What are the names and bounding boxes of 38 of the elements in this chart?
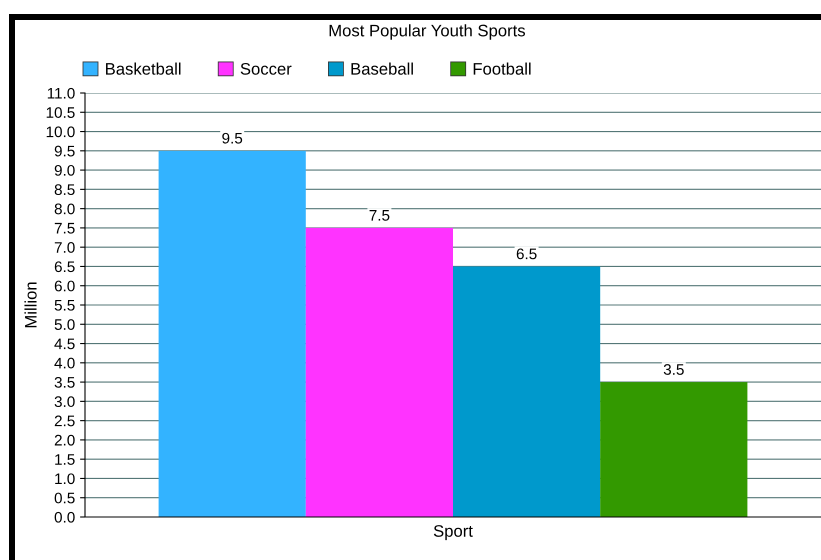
data-label: 6.5: [516, 248, 537, 260]
y-axis-title: Million: [24, 282, 37, 328]
legend-label: Basketball: [106, 62, 180, 75]
bar: [453, 266, 600, 517]
y-tick-label: 0.5: [54, 492, 75, 504]
data-label: 3.5: [664, 364, 684, 375]
y-tick-label: 11.0: [48, 88, 75, 99]
y-tick-label: 4.0: [54, 358, 75, 369]
y-tick-label: 5.5: [54, 300, 75, 311]
x-axis-title: Sport: [434, 525, 473, 540]
data-label: 9.5: [222, 132, 242, 144]
y-tick-label: 3.5: [54, 376, 75, 388]
y-tick-label: 1.5: [55, 454, 75, 465]
y-tick-label: 1.0: [55, 473, 75, 484]
y-tick-label: 3.0: [54, 396, 75, 408]
legend-label: Soccer: [240, 62, 292, 75]
y-tick-label: 2.5: [54, 416, 75, 426]
y-tick-label: 0.0: [54, 512, 75, 523]
bar: [306, 228, 453, 517]
legend-label: Baseball: [351, 62, 413, 75]
y-tick-label: 6.5: [54, 261, 75, 272]
y-tick-label: 2.0: [54, 434, 75, 446]
bar: [600, 382, 748, 517]
y-tick-label: 6.0: [54, 280, 75, 292]
y-tick-label: 7.0: [54, 242, 75, 253]
y-tick-label: 4.5: [54, 338, 75, 350]
y-tick-label: 8.5: [54, 184, 75, 196]
y-tick-label: 8.0: [54, 204, 75, 214]
legend-label: Football: [474, 62, 531, 75]
y-tick-label: 5.0: [54, 319, 75, 330]
y-tick-label: 9.0: [54, 164, 75, 176]
bar: [158, 150, 306, 517]
chart-title: Most Popular Youth Sports: [330, 24, 526, 40]
y-tick-label: 10.5: [46, 107, 75, 118]
y-tick-label: 7.5: [54, 222, 75, 234]
y-tick-label: 10.0: [46, 126, 75, 138]
data-label: 7.5: [370, 210, 390, 221]
y-tick-label: 9.5: [54, 146, 75, 157]
